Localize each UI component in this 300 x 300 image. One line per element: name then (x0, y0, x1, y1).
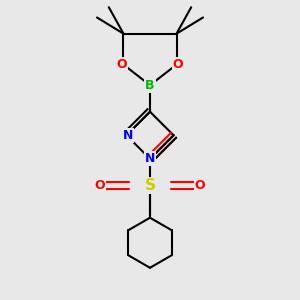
Text: N: N (145, 152, 155, 165)
Text: O: O (195, 179, 206, 192)
Text: O: O (94, 179, 105, 192)
Text: N: N (123, 129, 133, 142)
Text: S: S (145, 178, 155, 193)
Text: O: O (117, 58, 127, 71)
Text: O: O (173, 58, 183, 71)
Text: B: B (145, 79, 155, 92)
